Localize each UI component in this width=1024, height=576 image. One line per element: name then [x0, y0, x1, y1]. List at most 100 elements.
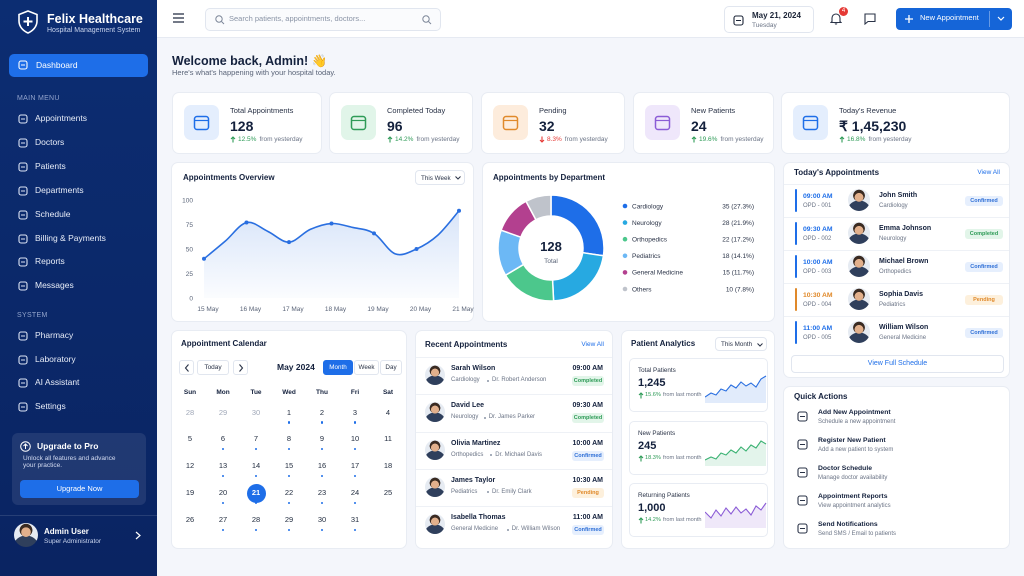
today-button[interactable]: Today: [197, 360, 229, 375]
calendar-day[interactable]: 22: [284, 488, 294, 498]
nav-item[interactable]: AI Assistant: [9, 374, 148, 392]
calendar-day[interactable]: 2: [319, 407, 325, 417]
recent-row[interactable]: David Lee Neurology Dr. James Parker 09:30 …: [416, 394, 612, 431]
card-title: Appointments by Department: [493, 173, 606, 182]
y-tick-label: 25: [186, 271, 194, 278]
appointment-row[interactable]: 09:30 AM OPD - 002 Emma Johnson Neurology Co…: [784, 217, 1009, 250]
calendar-day[interactable]: 17: [350, 461, 360, 471]
quick-action[interactable]: Appointment Reports View appointment anal…: [790, 491, 1004, 515]
view-toggle[interactable]: Month: [323, 360, 353, 375]
nav-item[interactable]: Pharmacy: [9, 327, 148, 345]
upgrade-button[interactable]: Upgrade Now: [20, 480, 139, 498]
icon: [733, 15, 744, 26]
calendar-day[interactable]: 21: [251, 488, 261, 498]
stat-card: New Patients 24 19.6% from yesterday: [633, 92, 774, 154]
filter-dropdown[interactable]: This Week: [415, 170, 465, 185]
calendar-day[interactable]: 25: [383, 488, 393, 498]
recent-row[interactable]: James Taylor Pediatrics Dr. Emily Clark 10:…: [416, 469, 612, 506]
calendar-day[interactable]: 28: [185, 407, 195, 417]
calendar-day[interactable]: 29: [218, 407, 228, 417]
quick-action[interactable]: Register New Patient Add a new patient to…: [790, 435, 1004, 459]
calendar-day[interactable]: 1: [286, 407, 292, 417]
quick-action[interactable]: Doctor Schedule Manage doctor availabilit…: [790, 463, 1004, 487]
calendar-day[interactable]: 8: [286, 434, 292, 444]
calendar-day[interactable]: 6: [220, 434, 226, 444]
nav-item[interactable]: Laboratory: [9, 351, 148, 369]
appointment-row[interactable]: 09:00 AM OPD - 001 John Smith Cardiology Con…: [784, 184, 1009, 217]
calendar-day[interactable]: 11: [384, 434, 392, 444]
calendar-day[interactable]: 20: [218, 488, 228, 498]
stat-icon: [184, 105, 219, 140]
calendar-day[interactable]: 30: [317, 515, 327, 525]
date-box[interactable]: May 21, 2024 Tuesday: [724, 6, 814, 33]
nav-item-active[interactable]: Dashboard: [9, 54, 148, 77]
logo-cross: [23, 17, 33, 26]
legend-label: Others: [632, 286, 652, 293]
x-tick-label: 20 May: [410, 306, 432, 313]
nav-item[interactable]: Settings: [9, 398, 148, 416]
quick-action[interactable]: Add New Appointment Schedule a new appoin…: [790, 407, 1004, 431]
calendar-day[interactable]: 4: [385, 407, 391, 417]
trend-arrow: [638, 454, 644, 461]
nav-label: Settings: [35, 401, 66, 412]
calendar-day[interactable]: 5: [187, 434, 193, 444]
view-all-link[interactable]: View All: [581, 341, 604, 348]
calendar-day[interactable]: 27: [218, 515, 228, 525]
view-all-link[interactable]: View All: [977, 169, 1000, 176]
calendar-day[interactable]: 14: [251, 461, 261, 471]
recent-row[interactable]: Isabella Thomas General Medicine Dr. Willi…: [416, 506, 612, 543]
plus-icon: [905, 15, 913, 23]
chat: [864, 13, 876, 25]
appointment-row[interactable]: 11:00 AM OPD - 005 William Wilson General M…: [784, 316, 1009, 349]
calendar-day[interactable]: 31: [350, 515, 360, 525]
line-chart: 0 25 50 75 100 15 May 16 May 17 May 18 May 19 May…: [182, 197, 474, 313]
calendar-day[interactable]: 10: [350, 434, 360, 444]
view-toggle[interactable]: Day: [380, 360, 402, 375]
calendar-day[interactable]: 12: [185, 461, 195, 471]
quick-action[interactable]: Send Notifications Send SMS / Email to pa…: [790, 519, 1004, 543]
calendar-day[interactable]: 3: [352, 407, 358, 417]
nav-item[interactable]: Schedule: [9, 206, 148, 224]
appointment-row[interactable]: 10:30 AM OPD - 004 Sophia Davis Pediatrics P…: [784, 283, 1009, 316]
caret: [455, 176, 461, 180]
nav-item[interactable]: Departments: [9, 182, 148, 200]
calendar-day[interactable]: 13: [218, 461, 228, 471]
new-appointment-button[interactable]: New Appointment: [896, 8, 1012, 30]
calendar-day[interactable]: 23: [317, 488, 327, 498]
dropdown-caret: [997, 16, 1005, 21]
nav-item[interactable]: Messages: [9, 277, 148, 295]
icon: [797, 495, 808, 506]
recent-row[interactable]: Sarah Wilson Cardiology Dr. Robert Anderso…: [416, 357, 612, 394]
calendar-day[interactable]: 9: [319, 434, 325, 444]
recent-row[interactable]: Olivia Martinez Orthopedics Dr. Michael Da…: [416, 432, 612, 469]
calendar-day[interactable]: 16: [317, 461, 327, 471]
calendar-day[interactable]: 19: [185, 488, 195, 498]
metric-label: New Patients: [638, 429, 676, 437]
calendar-day[interactable]: 18: [383, 461, 393, 471]
calendar-day[interactable]: 30: [251, 407, 261, 417]
patient-dept: Neurology: [879, 236, 907, 242]
calendar-nav-button[interactable]: [179, 360, 194, 375]
calendar-day[interactable]: 15: [284, 461, 294, 471]
calendar-day[interactable]: 26: [185, 515, 195, 525]
search-box[interactable]: Search patients, appointments, doctors..…: [205, 8, 441, 31]
nav-item[interactable]: Doctors: [9, 134, 148, 152]
logo-shield: [18, 10, 38, 34]
appointment-row[interactable]: 10:00 AM OPD - 003 Michael Brown Orthopedic…: [784, 250, 1009, 283]
calendar-day[interactable]: 29: [284, 515, 294, 525]
nav-item[interactable]: Reports: [9, 253, 148, 271]
calendar-day[interactable]: 24: [350, 488, 360, 498]
nav-item[interactable]: Patients: [9, 158, 148, 176]
calendar-nav-button[interactable]: [233, 360, 248, 375]
card-title: Appointments Overview: [183, 173, 275, 182]
calendar-day[interactable]: 7: [253, 434, 259, 444]
calendar-day[interactable]: 28: [251, 515, 261, 525]
topbar: Search patients, appointments, doctors..…: [157, 0, 1024, 38]
event-dot: [287, 447, 291, 451]
action-title: Send Notifications: [818, 521, 878, 528]
nav-item[interactable]: Appointments: [9, 110, 148, 128]
nav-item[interactable]: Billing & Payments: [9, 230, 148, 248]
view-toggle[interactable]: Week: [354, 360, 379, 375]
filter-dropdown[interactable]: This Month: [715, 337, 767, 351]
view-schedule-button[interactable]: View Full Schedule: [791, 355, 1004, 373]
